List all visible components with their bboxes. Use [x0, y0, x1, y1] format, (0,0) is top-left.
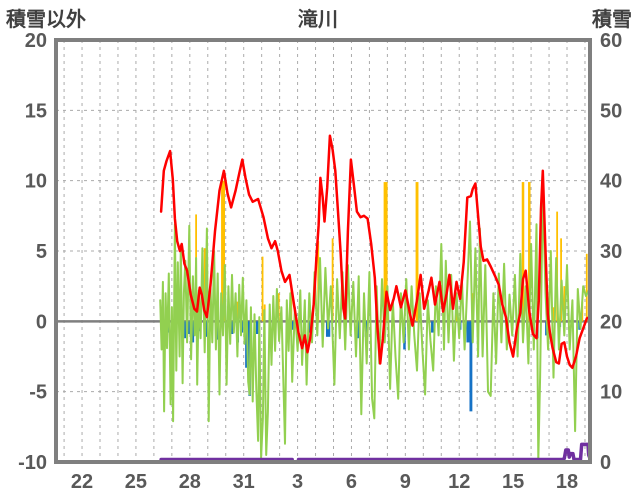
svg-text:28: 28 — [179, 471, 201, 493]
svg-text:25: 25 — [125, 471, 147, 493]
svg-text:-10: -10 — [18, 452, 47, 474]
svg-text:9: 9 — [400, 471, 411, 493]
svg-text:12: 12 — [448, 471, 470, 493]
svg-text:22: 22 — [71, 471, 93, 493]
svg-text:31: 31 — [233, 471, 255, 493]
series-purple-line — [159, 442, 590, 462]
svg-text:10: 10 — [600, 382, 622, 404]
svg-text:10: 10 — [25, 171, 47, 193]
svg-text:18: 18 — [556, 471, 578, 493]
plot-border — [54, 38, 592, 464]
svg-text:-5: -5 — [29, 382, 47, 404]
svg-text:20: 20 — [25, 30, 47, 52]
svg-text:5: 5 — [36, 241, 47, 263]
series-group — [159, 134, 590, 462]
svg-text:30: 30 — [600, 241, 622, 263]
svg-text:3: 3 — [292, 471, 303, 493]
svg-text:15: 15 — [25, 100, 47, 122]
svg-text:0: 0 — [36, 311, 47, 333]
left-axis-title: 積雪以外 — [6, 9, 86, 31]
gridlines — [56, 40, 590, 462]
svg-text:20: 20 — [600, 311, 622, 333]
chart-title: 滝川 — [298, 9, 338, 31]
svg-text:60: 60 — [600, 30, 622, 52]
svg-text:40: 40 — [600, 171, 622, 193]
series-red-line — [159, 134, 590, 370]
svg-text:6: 6 — [346, 471, 357, 493]
svg-text:15: 15 — [502, 471, 524, 493]
svg-text:50: 50 — [600, 100, 622, 122]
right-axis-title: 積雪 — [592, 9, 632, 31]
svg-text:0: 0 — [600, 452, 611, 474]
series-green-line — [159, 190, 590, 462]
